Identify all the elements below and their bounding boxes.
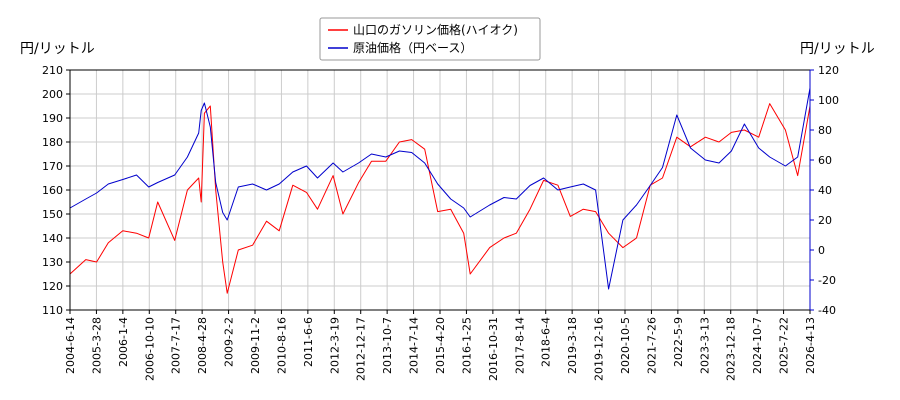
x-tick-label: 2007-7-17 — [170, 317, 183, 374]
x-tick-label: 2012-3-19 — [328, 317, 341, 374]
right-tick-label: 60 — [818, 154, 832, 167]
x-tick-label: 2013-10-7 — [381, 317, 394, 374]
left-tick-label: 120 — [42, 280, 63, 293]
x-tick-label: 2016-10-31 — [487, 317, 500, 381]
x-tick-label: 2023-12-18 — [725, 317, 738, 381]
x-tick-label: 2009-11-2 — [249, 317, 262, 374]
right-tick-label: 80 — [818, 124, 832, 137]
x-tick-label: 2010-8-16 — [275, 317, 288, 374]
right-tick-label: 20 — [818, 214, 832, 227]
left-tick-label: 200 — [42, 88, 63, 101]
x-tick-label: 2009-2-2 — [223, 317, 236, 367]
right-tick-label: 120 — [818, 64, 839, 77]
left-tick-label: 210 — [42, 64, 63, 77]
left-tick-label: 150 — [42, 208, 63, 221]
left-tick-label: 190 — [42, 112, 63, 125]
x-tick-label: 2020-10-5 — [619, 317, 632, 374]
x-tick-label: 2017-8-14 — [513, 317, 526, 374]
right-tick-label: 40 — [818, 184, 832, 197]
left-tick-label: 130 — [42, 256, 63, 269]
x-tick-label: 2006-10-10 — [143, 317, 156, 381]
x-tick-label: 2021-7-26 — [645, 317, 658, 374]
x-tick-label: 2026-4-13 — [804, 317, 817, 374]
x-tick-label: 2012-12-17 — [355, 317, 368, 381]
gasoline-price-line — [69, 103, 811, 294]
right-y-axis: -40 -20 0 20 40 60 80 100 120 — [809, 64, 839, 317]
x-tick-label: 2014-7-14 — [408, 317, 421, 374]
left-tick-label: 170 — [42, 160, 63, 173]
left-tick-label: 160 — [42, 184, 63, 197]
left-y-axis: 110 120 130 140 150 160 170 180 190 200 210 — [42, 64, 70, 317]
right-tick-label: -20 — [818, 274, 836, 287]
right-tick-label: -40 — [818, 304, 836, 317]
right-tick-label: 0 — [818, 244, 825, 257]
legend-label-gasoline: 山口のガソリン価格(ハイオク) — [353, 22, 518, 37]
x-tick-label: 2011-6-6 — [302, 317, 315, 367]
crude-oil-price-line — [69, 87, 811, 290]
x-tick-label: 2019-12-16 — [593, 317, 606, 381]
x-tick-label: 2016-1-25 — [460, 317, 473, 374]
right-tick-label: 100 — [818, 94, 839, 107]
left-unit-label: 円/リットル — [20, 41, 95, 57]
right-unit-label: 円/リットル — [800, 41, 875, 57]
x-tick-label: 2005-3-28 — [90, 317, 103, 374]
x-tick-label: 2022-5-9 — [672, 317, 685, 367]
x-tick-label: 2024-10-7 — [751, 317, 764, 374]
x-tick-label: 2008-4-28 — [196, 317, 209, 374]
legend: 山口のガソリン価格(ハイオク) 原油価格（円ベース） — [319, 17, 541, 61]
x-tick-label: 2004-6-14 — [64, 317, 77, 374]
left-tick-label: 180 — [42, 136, 63, 149]
grid-lines — [69, 69, 811, 311]
x-tick-label: 2018-6-4 — [540, 317, 553, 367]
series-layer — [69, 87, 811, 294]
x-tick-label: 2023-3-13 — [698, 317, 711, 374]
legend-box — [319, 17, 541, 61]
x-tick-label: 2006-1-4 — [117, 317, 130, 367]
x-tick-label: 2015-4-20 — [434, 317, 447, 374]
left-tick-label: 140 — [42, 232, 63, 245]
left-tick-label: 110 — [42, 304, 63, 317]
x-tick-label: 2025-7-22 — [778, 317, 791, 374]
x-tick-label: 2019-3-18 — [566, 317, 579, 374]
x-axis: 2004-6-14 2005-3-28 2006-1-4 2006-10-10 2007… — [64, 310, 817, 381]
legend-label-crude: 原油価格（円ベース） — [353, 40, 472, 55]
